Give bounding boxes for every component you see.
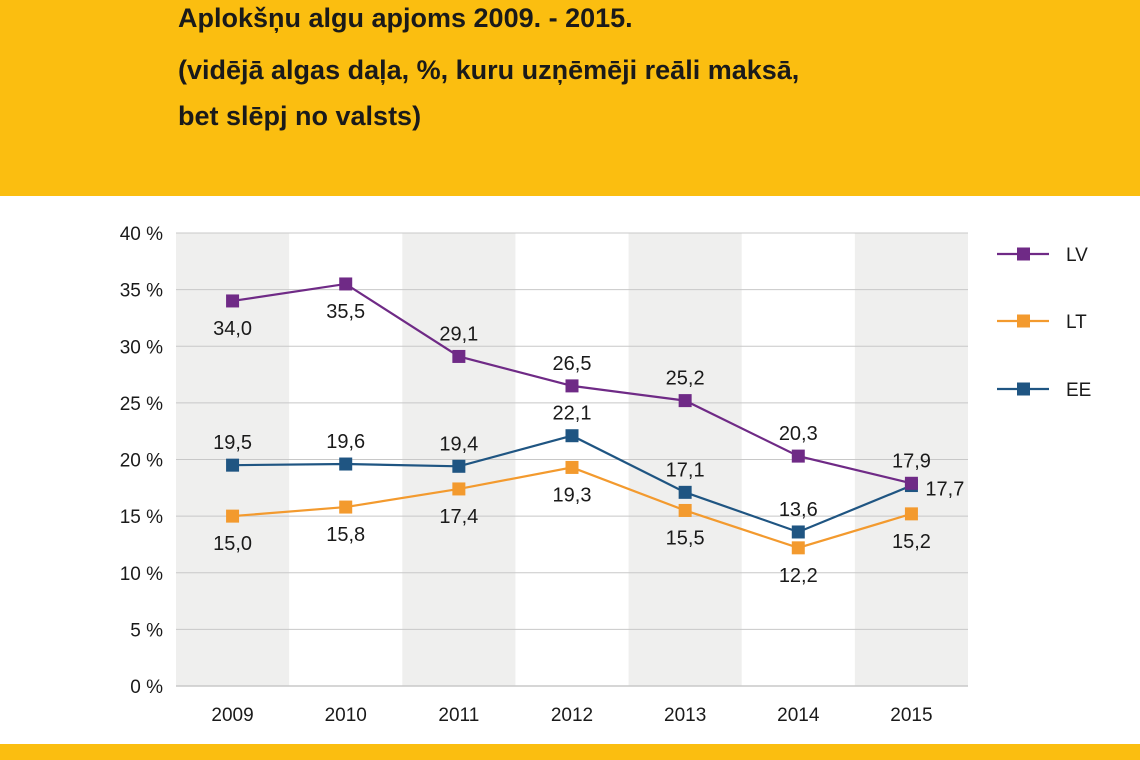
point-EE-2012 <box>565 429 579 443</box>
data-label-LT-2011: 17,4 <box>439 506 478 528</box>
point-LT-2014 <box>791 541 805 555</box>
data-label-EE-2013: 17,1 <box>666 459 705 481</box>
legend-label-LT: LT <box>1066 312 1087 333</box>
line-chart: 0 % 5 % 10 % 15 % 20 % 25 % 30 % 35 % 40 % 2009 20… <box>120 224 1092 726</box>
y-tick-label: 5 % <box>130 620 163 641</box>
data-label-EE-2010: 19,6 <box>326 431 365 453</box>
chart-title-line-3: bet slēpj no valsts) <box>178 101 422 131</box>
point-LV-2014 <box>791 449 805 463</box>
data-label-LV-2011: 29,1 <box>439 323 478 345</box>
data-label-LV-2009: 34,0 <box>213 318 252 340</box>
x-tick-label-2009: 2009 <box>211 705 253 726</box>
data-label-LV-2010: 35,5 <box>326 301 365 323</box>
point-EE-2011 <box>452 459 466 473</box>
legend-label-EE: EE <box>1066 380 1091 401</box>
data-label-LT-2014: 12,2 <box>779 565 818 587</box>
data-label-LV-2015: 17,9 <box>892 450 931 472</box>
y-tick-label: 10 % <box>120 564 163 585</box>
y-tick-label: 30 % <box>120 337 163 358</box>
point-LT-2011 <box>452 482 466 496</box>
chart-title-line-2: (vidējā algas daļa, %, kuru uzņēmēji reā… <box>178 55 800 85</box>
footer-bar <box>0 744 1140 760</box>
point-LV-2015 <box>904 476 918 490</box>
point-LV-2009 <box>226 294 240 308</box>
point-EE-2009 <box>226 458 240 472</box>
point-LV-2010 <box>339 277 353 291</box>
point-LV-2013 <box>678 394 692 408</box>
x-tick-label-2014: 2014 <box>777 705 820 726</box>
data-label-LT-2012: 19,3 <box>553 484 592 506</box>
point-LT-2010 <box>339 500 353 514</box>
data-label-EE-2012: 22,1 <box>553 403 592 425</box>
x-tick-label-2011: 2011 <box>438 705 479 726</box>
y-tick-label: 15 % <box>120 507 163 528</box>
data-label-LV-2012: 26,5 <box>553 353 592 375</box>
data-label-EE-2015: 17,7 <box>925 479 964 501</box>
point-EE-2010 <box>339 457 353 471</box>
legend-marker-LT <box>1017 314 1030 328</box>
data-label-EE-2011: 19,4 <box>439 433 478 455</box>
chart-title-line-1: Aplokšņu algu apjoms 2009. - 2015. <box>178 3 633 33</box>
legend-label-LV: LV <box>1066 245 1088 266</box>
point-LV-2011 <box>452 349 466 363</box>
data-label-LV-2013: 25,2 <box>666 368 705 390</box>
y-tick-label: 20 % <box>120 451 163 472</box>
x-tick-label-2013: 2013 <box>664 705 706 726</box>
x-tick-label-2012: 2012 <box>551 705 593 726</box>
data-label-LT-2009: 15,0 <box>213 533 252 555</box>
point-LT-2009 <box>226 509 240 523</box>
data-label-LV-2014: 20,3 <box>779 423 818 445</box>
x-tick-label-2010: 2010 <box>325 705 367 726</box>
y-tick-label: 35 % <box>120 281 163 302</box>
data-label-EE-2009: 19,5 <box>213 432 252 454</box>
data-label-LT-2013: 15,5 <box>666 527 705 549</box>
data-label-LT-2010: 15,8 <box>326 524 365 546</box>
point-LT-2015 <box>904 507 918 521</box>
y-tick-label: 40 % <box>120 224 163 245</box>
legend-marker-LV <box>1017 247 1030 261</box>
point-LT-2012 <box>565 460 579 474</box>
x-tick-label-2015: 2015 <box>890 705 932 726</box>
point-LV-2012 <box>565 379 579 393</box>
header-banner: Aplokšņu algu apjoms 2009. - 2015. (vidē… <box>0 0 1140 196</box>
point-LT-2013 <box>678 503 692 517</box>
data-label-LT-2015: 15,2 <box>892 531 931 553</box>
data-label-EE-2014: 13,6 <box>779 499 818 521</box>
y-tick-label: 0 % <box>130 677 163 698</box>
point-EE-2014 <box>791 525 805 539</box>
point-EE-2013 <box>678 485 692 499</box>
legend-marker-EE <box>1017 382 1030 396</box>
y-tick-label: 25 % <box>120 394 163 415</box>
